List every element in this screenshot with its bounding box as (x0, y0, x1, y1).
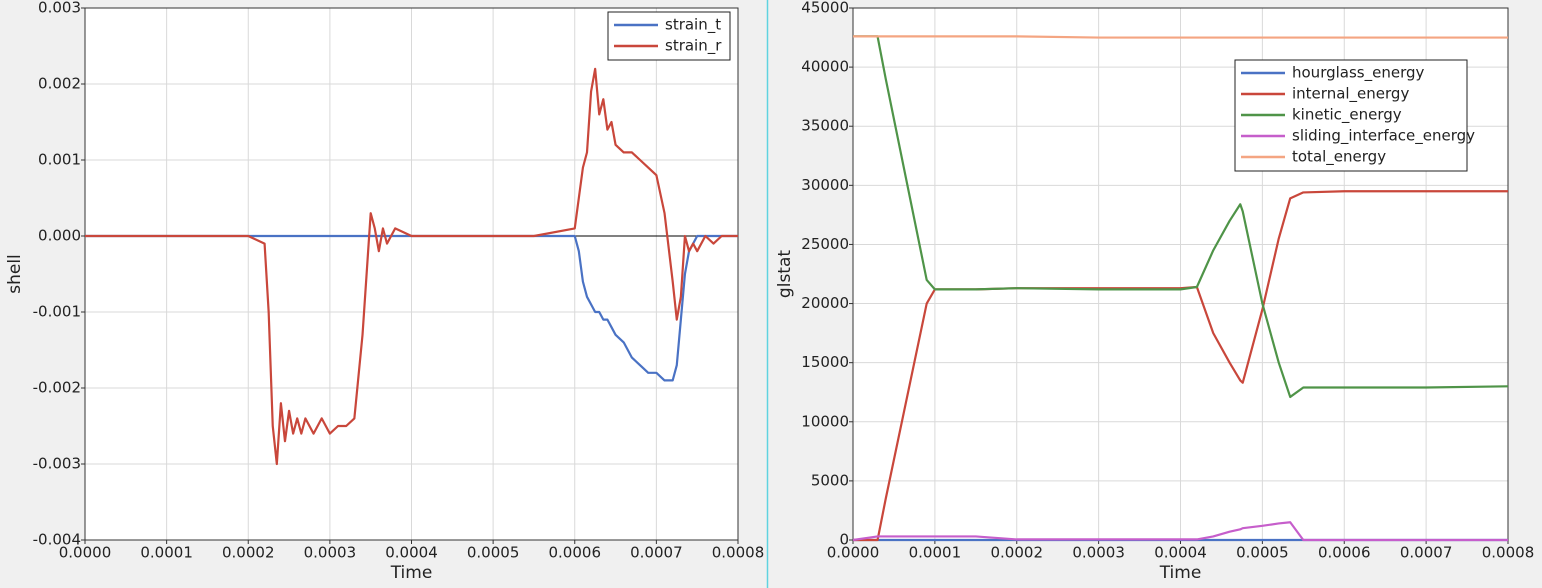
x-tick-label: 0.0004 (385, 544, 438, 562)
plot-frame (84, 7, 739, 541)
y-tick-label: 0 (839, 531, 849, 549)
y-tick-label: 20000 (801, 294, 849, 312)
x-tick-label: 0.0001 (140, 544, 193, 562)
x-tick-label: 0.0006 (1318, 544, 1371, 562)
y-tick-label: -0.002 (33, 379, 81, 397)
x-tick-label: 0.0005 (467, 544, 520, 562)
x-tick-label: 0.0000 (827, 544, 880, 562)
series-line (85, 67, 738, 466)
y-tick-label: 45000 (801, 0, 849, 17)
series-line (853, 35, 1509, 399)
legend-label: internal_energy (1292, 85, 1409, 104)
x-tick-label: 0.0006 (549, 544, 602, 562)
x-tick-label: 0.0003 (304, 544, 357, 562)
x-tick-label: 0.0002 (991, 544, 1044, 562)
y-axis-title: shell (5, 254, 25, 294)
y-tick-label: 0.001 (38, 151, 81, 169)
x-tick-label: 0.0000 (59, 544, 112, 562)
y-tick-label: 0.000 (38, 227, 81, 245)
y-tick-label: -0.001 (33, 303, 81, 321)
x-axis-title: Time (1159, 563, 1202, 583)
y-tick-label: 30000 (801, 176, 849, 194)
y-tick-label: 10000 (801, 412, 849, 430)
y-tick-label: 5000 (811, 471, 849, 489)
legend-label: strain_t (665, 16, 721, 35)
x-axis-title: Time (390, 563, 433, 583)
legend-box (607, 11, 731, 61)
x-tick-label: 0.0007 (1400, 544, 1453, 562)
x-tick-label: 0.0008 (712, 544, 765, 562)
legend-label: kinetic_energy (1292, 106, 1402, 125)
legend-label: strain_r (665, 37, 722, 56)
series-line (852, 521, 1508, 542)
x-tick-label: 0.0001 (909, 544, 962, 562)
y-tick-label: 0.002 (38, 75, 81, 93)
y-tick-label: 35000 (801, 117, 849, 135)
legend-label: hourglass_energy (1292, 64, 1424, 83)
series-line (853, 35, 1508, 39)
y-tick-label: -0.003 (33, 455, 81, 473)
legend-label: total_energy (1292, 148, 1386, 167)
y-tick-label: 15000 (801, 353, 849, 371)
y-tick-label: -0.004 (33, 531, 81, 549)
y-tick-label: 0.003 (38, 0, 81, 17)
x-tick-label: 0.0008 (1482, 544, 1535, 562)
x-tick-label: 0.0007 (630, 544, 683, 562)
y-axis-title: glstat (775, 250, 795, 298)
y-tick-label: 25000 (801, 235, 849, 253)
x-tick-label: 0.0002 (222, 544, 275, 562)
series-line (853, 190, 1508, 542)
x-tick-label: 0.0005 (1236, 544, 1289, 562)
x-tick-label: 0.0003 (1072, 544, 1125, 562)
y-tick-label: 40000 (801, 58, 849, 76)
legend-label: sliding_interface_energy (1292, 127, 1475, 146)
x-tick-label: 0.0004 (1154, 544, 1207, 562)
